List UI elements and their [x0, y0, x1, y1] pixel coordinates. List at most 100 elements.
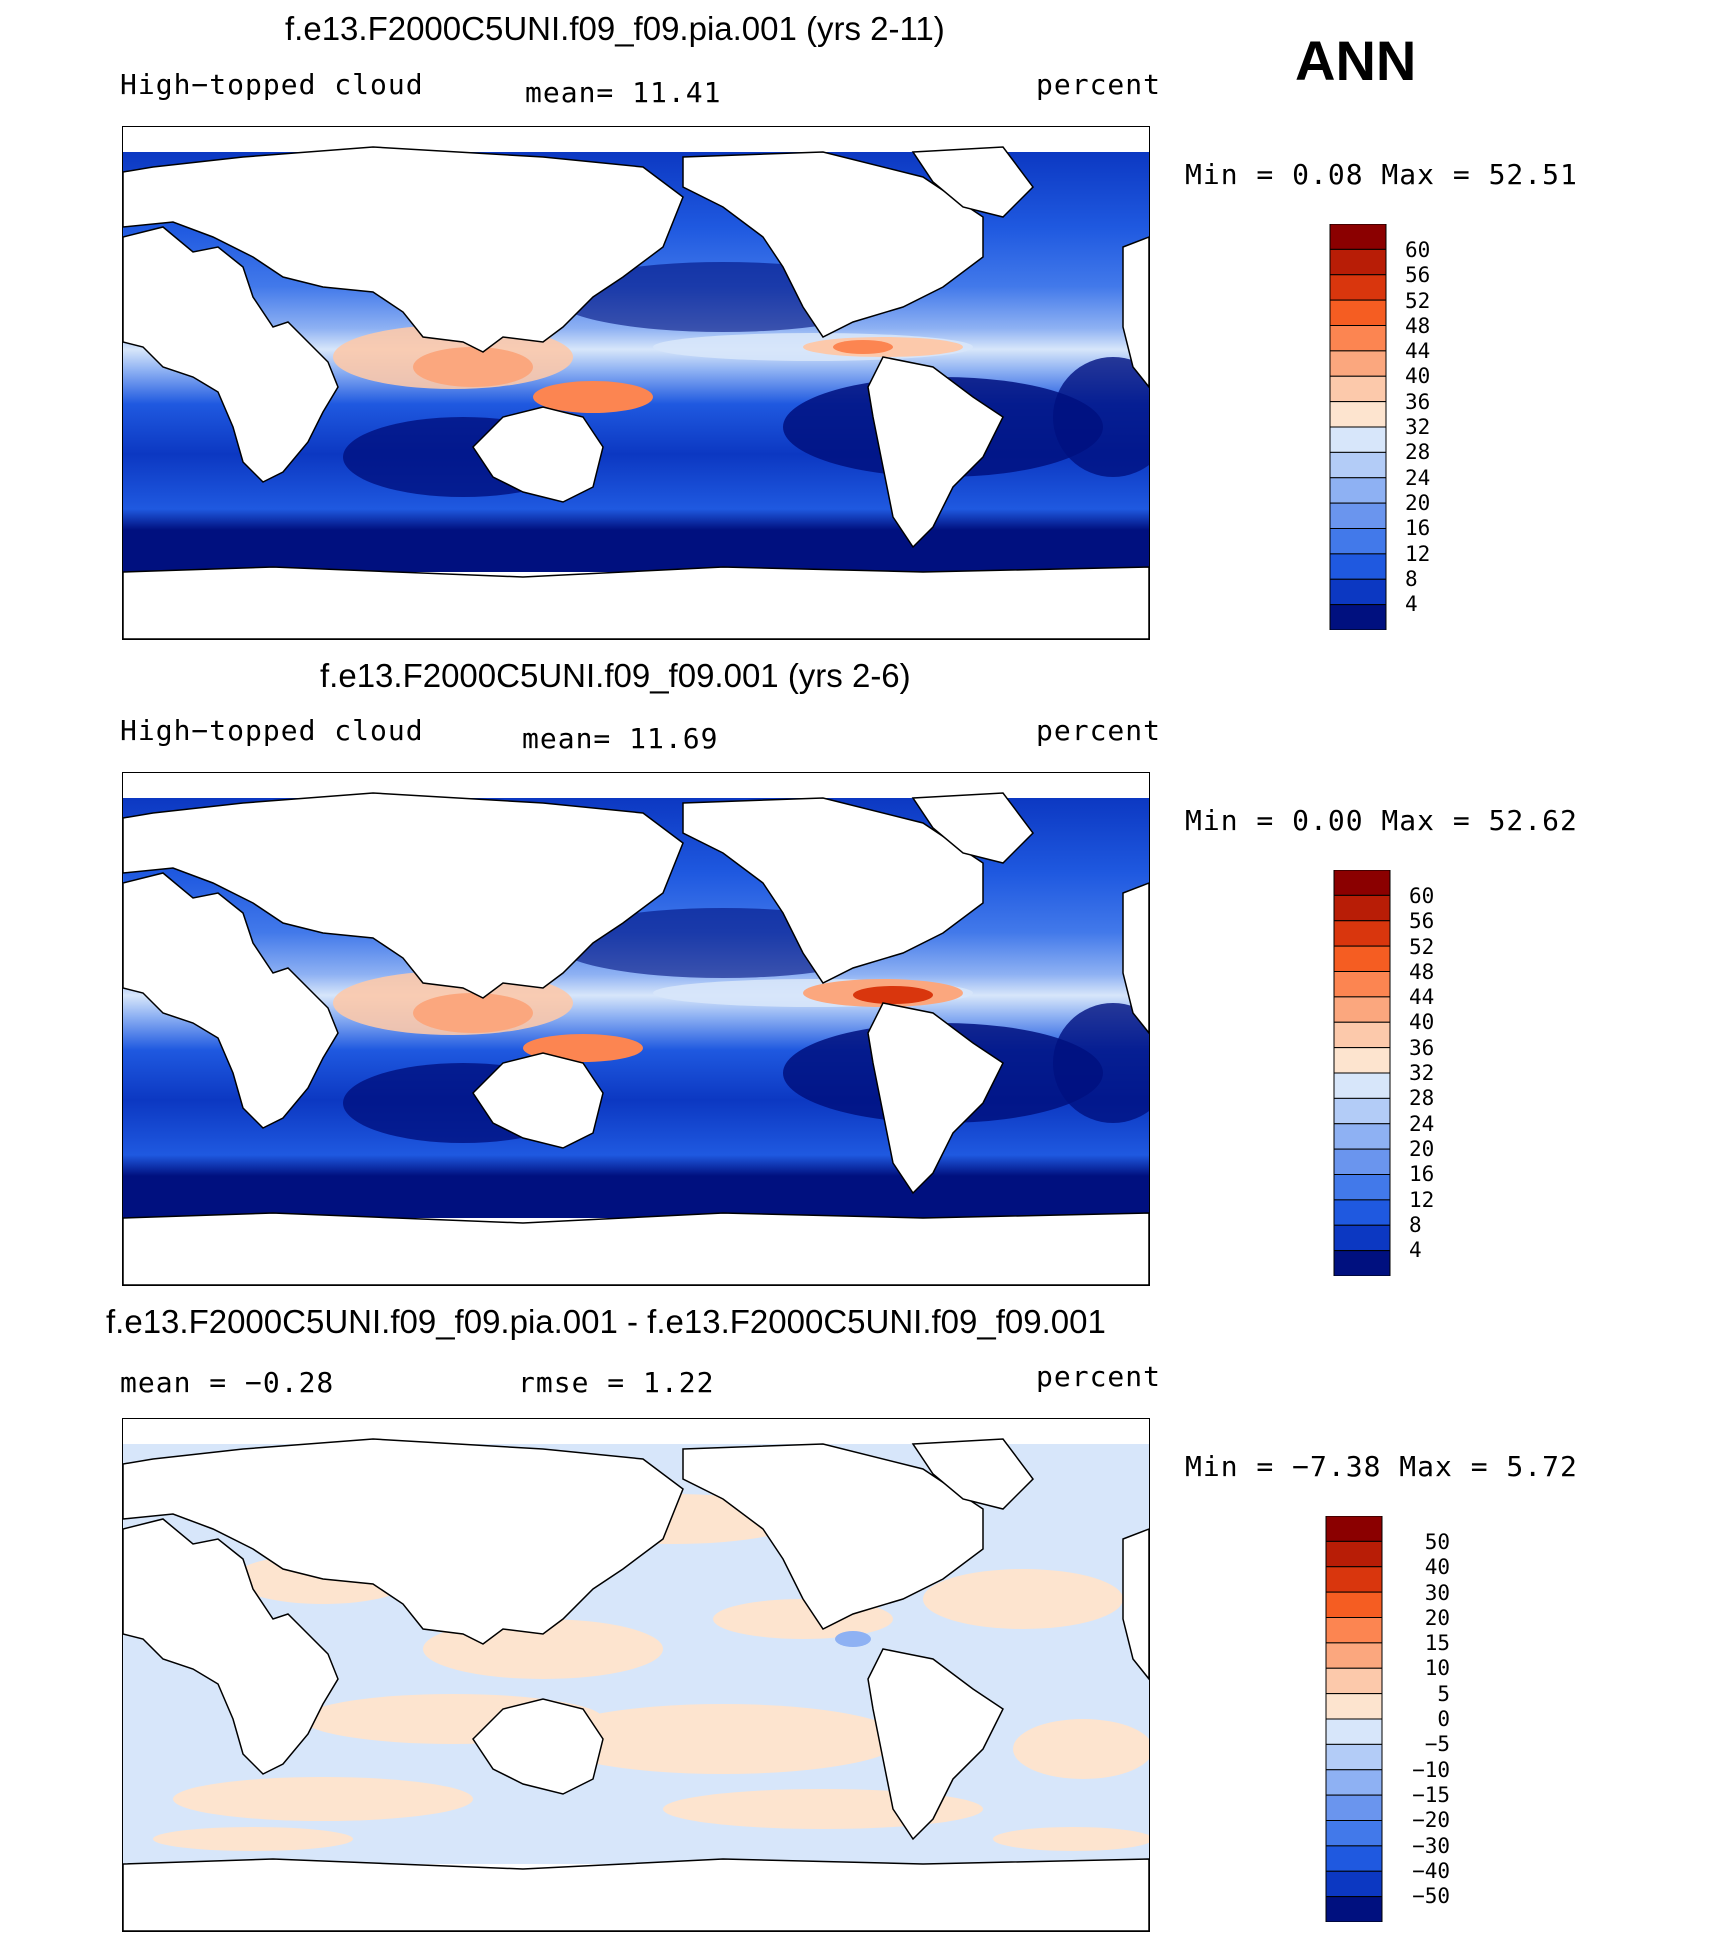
- panel2-map: [122, 772, 1150, 1286]
- colorbar-tick-label: 16: [1409, 1162, 1435, 1187]
- colorbar-tick-label: 20: [1409, 1136, 1435, 1161]
- colorbar-tick-label: 10: [1424, 1656, 1450, 1681]
- panel2-units-label: percent: [1036, 714, 1162, 747]
- colorbar-swatch: [1329, 426, 1387, 453]
- colorbar-tick-label: 44: [1409, 985, 1435, 1010]
- colorbar-swatch: [1333, 1250, 1391, 1276]
- panel3-title: f.e13.F2000C5UNI.f09_f09.pia.001 - f.e13…: [106, 1303, 1106, 1340]
- colorbar-tick-label: 24: [1405, 465, 1431, 490]
- colorbar-tick-label: 60: [1405, 238, 1431, 262]
- colorbar-tick-label: 56: [1409, 909, 1435, 934]
- colorbar-swatch: [1325, 1617, 1383, 1644]
- colorbar-swatch: [1329, 553, 1387, 580]
- panel1-title: f.e13.F2000C5UNI.f09_f09.pia.001 (yrs 2-…: [285, 10, 945, 47]
- colorbar-tick-label: 40: [1424, 1555, 1450, 1580]
- panel1-colorbar: [1329, 224, 1387, 630]
- panel2-colorbar: [1333, 870, 1391, 1276]
- colorbar-swatch: [1325, 1845, 1383, 1872]
- panel1-map-svg: [123, 146, 1149, 639]
- colorbar-swatch: [1333, 920, 1391, 947]
- colorbar-tick-label: 52: [1405, 288, 1431, 313]
- colorbar-tick-label: 5: [1437, 1681, 1450, 1706]
- colorbar-tick-label: 60: [1409, 884, 1435, 908]
- colorbar-swatch: [1329, 477, 1387, 504]
- colorbar-swatch: [1325, 1820, 1383, 1847]
- panel3-colorbar-labels: 50 40 30 20 15 10 5 0 −5 −10 −15 −20 −30…: [1400, 1530, 1450, 1909]
- colorbar-tick-label: 12: [1409, 1187, 1435, 1212]
- panel3-mean-label: mean = −0.28: [120, 1366, 335, 1399]
- colorbar-swatch: [1329, 325, 1387, 352]
- colorbar-swatch: [1329, 451, 1387, 479]
- colorbar-swatch: [1325, 1743, 1383, 1771]
- colorbar-tick-label: 4: [1409, 1238, 1422, 1263]
- colorbar-swatch: [1329, 604, 1387, 630]
- panel3-min-max-stats: Min = −7.38 Max = 5.72: [1185, 1450, 1578, 1483]
- colorbar-swatch: [1325, 1718, 1383, 1745]
- colorbar-tick-label: −30: [1412, 1833, 1450, 1858]
- colorbar-tick-label: 15: [1424, 1631, 1450, 1656]
- panel1-colorbar-svg: [1329, 224, 1387, 630]
- panel2-title: f.e13.F2000C5UNI.f09_f09.001 (yrs 2-6): [320, 657, 911, 694]
- colorbar-tick-label: 28: [1409, 1086, 1435, 1111]
- colorbar-tick-label: −5: [1424, 1732, 1450, 1757]
- colorbar-swatch: [1325, 1693, 1383, 1720]
- colorbar-tick-label: 32: [1409, 1061, 1435, 1086]
- colorbar-swatch: [1329, 299, 1387, 326]
- panel1-map: [122, 126, 1150, 640]
- colorbar-tick-label: 48: [1405, 313, 1431, 338]
- panel3-units-label: percent: [1036, 1360, 1162, 1393]
- colorbar-swatch: [1333, 1123, 1391, 1150]
- colorbar-tick-label: −50: [1412, 1884, 1450, 1909]
- colorbar-swatch: [1333, 945, 1391, 972]
- colorbar-tick-label: 30: [1424, 1580, 1450, 1605]
- colorbar-swatch: [1333, 870, 1391, 896]
- colorbar-swatch: [1329, 224, 1387, 250]
- colorbar-swatch: [1333, 894, 1391, 922]
- colorbar-swatch: [1325, 1642, 1383, 1669]
- panel2-variable-label: High−topped cloud: [120, 714, 424, 747]
- colorbar-tick-label: −20: [1412, 1808, 1450, 1833]
- colorbar-tick-label: 12: [1405, 541, 1431, 566]
- colorbar-swatch: [1325, 1794, 1383, 1821]
- colorbar-tick-label: 56: [1405, 263, 1431, 288]
- colorbar-tick-label: 48: [1409, 959, 1435, 984]
- colorbar-tick-label: 44: [1405, 339, 1431, 364]
- colorbar-tick-label: 40: [1405, 364, 1431, 389]
- colorbar-swatch: [1325, 1896, 1383, 1922]
- colorbar-swatch: [1329, 375, 1387, 403]
- panel2-colorbar-labels: 60 56 52 48 44 40 36 32 28 24 20 16 12 8…: [1409, 884, 1434, 1263]
- season-label: ANN: [1295, 29, 1417, 92]
- panel1-mean-label: mean= 11.41: [525, 76, 722, 109]
- colorbar-tick-label: 4: [1405, 592, 1418, 617]
- colorbar-swatch: [1329, 248, 1387, 276]
- colorbar-swatch: [1333, 1199, 1391, 1226]
- colorbar-swatch: [1325, 1591, 1383, 1618]
- colorbar-swatch: [1333, 1224, 1391, 1252]
- panel2-map-svg: [123, 792, 1149, 1285]
- panel1-colorbar-labels: 60 56 52 48 44 40 36 32 28 24 20 16 12 8…: [1405, 238, 1430, 617]
- panel1-min-max-stats: Min = 0.08 Max = 52.51: [1185, 158, 1578, 191]
- panel2-mean-label: mean= 11.69: [522, 722, 719, 755]
- colorbar-tick-label: 0: [1437, 1707, 1450, 1732]
- colorbar-tick-label: 52: [1409, 934, 1435, 959]
- colorbar-swatch: [1333, 1047, 1391, 1074]
- colorbar-swatch: [1329, 578, 1387, 606]
- colorbar-swatch: [1329, 350, 1387, 377]
- colorbar-tick-label: −15: [1412, 1782, 1450, 1807]
- colorbar-tick-label: 32: [1405, 415, 1431, 440]
- colorbar-tick-label: 8: [1409, 1212, 1422, 1237]
- colorbar-tick-label: 28: [1405, 440, 1431, 465]
- colorbar-swatch: [1333, 996, 1391, 1023]
- colorbar-tick-label: 20: [1405, 490, 1431, 515]
- colorbar-tick-label: 24: [1409, 1111, 1435, 1136]
- panel3-colorbar-svg: [1325, 1516, 1383, 1922]
- colorbar-swatch: [1325, 1870, 1383, 1898]
- colorbar-swatch: [1333, 971, 1391, 998]
- colorbar-swatch: [1325, 1566, 1383, 1593]
- panel2-min-max-stats: Min = 0.00 Max = 52.62: [1185, 804, 1578, 837]
- colorbar-swatch: [1325, 1769, 1383, 1796]
- colorbar-tick-label: 36: [1409, 1035, 1435, 1060]
- panel3-map: [122, 1418, 1150, 1932]
- colorbar-swatch: [1333, 1021, 1391, 1049]
- colorbar-tick-label: 36: [1405, 389, 1431, 414]
